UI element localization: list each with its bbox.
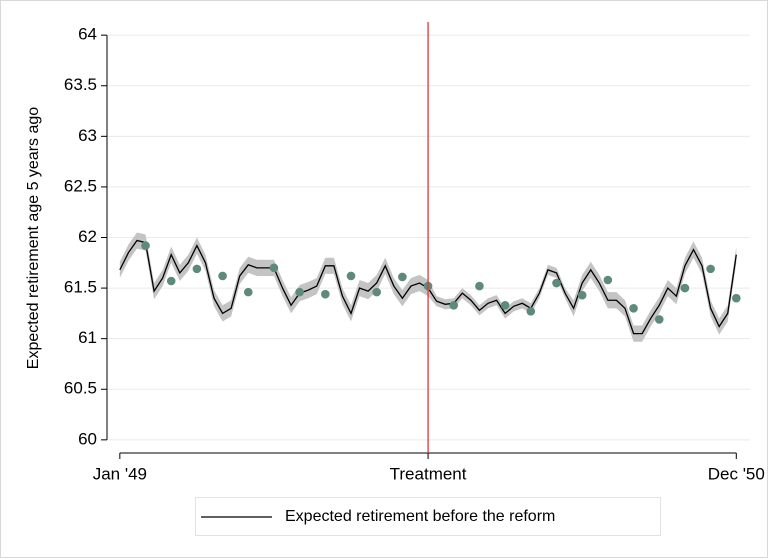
point: [577, 290, 587, 300]
y-tick-label: 60: [78, 429, 97, 448]
point: [141, 241, 150, 250]
point: [552, 278, 561, 288]
point: [218, 271, 227, 281]
point: [269, 263, 279, 273]
point: [372, 287, 382, 297]
x-tick-label: Treatment: [390, 464, 467, 483]
point: [295, 287, 304, 297]
point: [398, 272, 407, 282]
point: [166, 276, 176, 286]
y-tick-label: 63.5: [64, 75, 97, 94]
x-tick-label: Dec '50: [708, 464, 765, 483]
point: [654, 315, 664, 324]
point: [526, 307, 536, 316]
point: [321, 289, 330, 299]
point: [192, 264, 202, 274]
point: [346, 271, 356, 281]
point: [629, 304, 638, 313]
y-tick-label: 63: [78, 126, 97, 145]
point: [449, 300, 459, 310]
y-tick-label: 60.5: [64, 379, 97, 398]
x-tick-label: Jan '49: [93, 464, 147, 483]
y-tick-label: 61: [78, 328, 97, 347]
y-tick-label: 62.5: [64, 176, 97, 195]
y-axis-title: Expected retirement age 5 years ago: [25, 107, 42, 369]
y-tick-label: 61.5: [64, 278, 97, 297]
point: [500, 300, 510, 310]
y-tick-label: 62: [78, 227, 97, 246]
point: [243, 287, 253, 297]
point: [732, 293, 741, 303]
legend-box: [195, 497, 661, 536]
y-tick-label: 64: [78, 25, 97, 44]
point: [706, 264, 715, 274]
point: [680, 283, 690, 293]
point: [475, 281, 484, 291]
legend-label: Expected retirement before the reform: [285, 508, 555, 525]
point: [603, 275, 613, 285]
